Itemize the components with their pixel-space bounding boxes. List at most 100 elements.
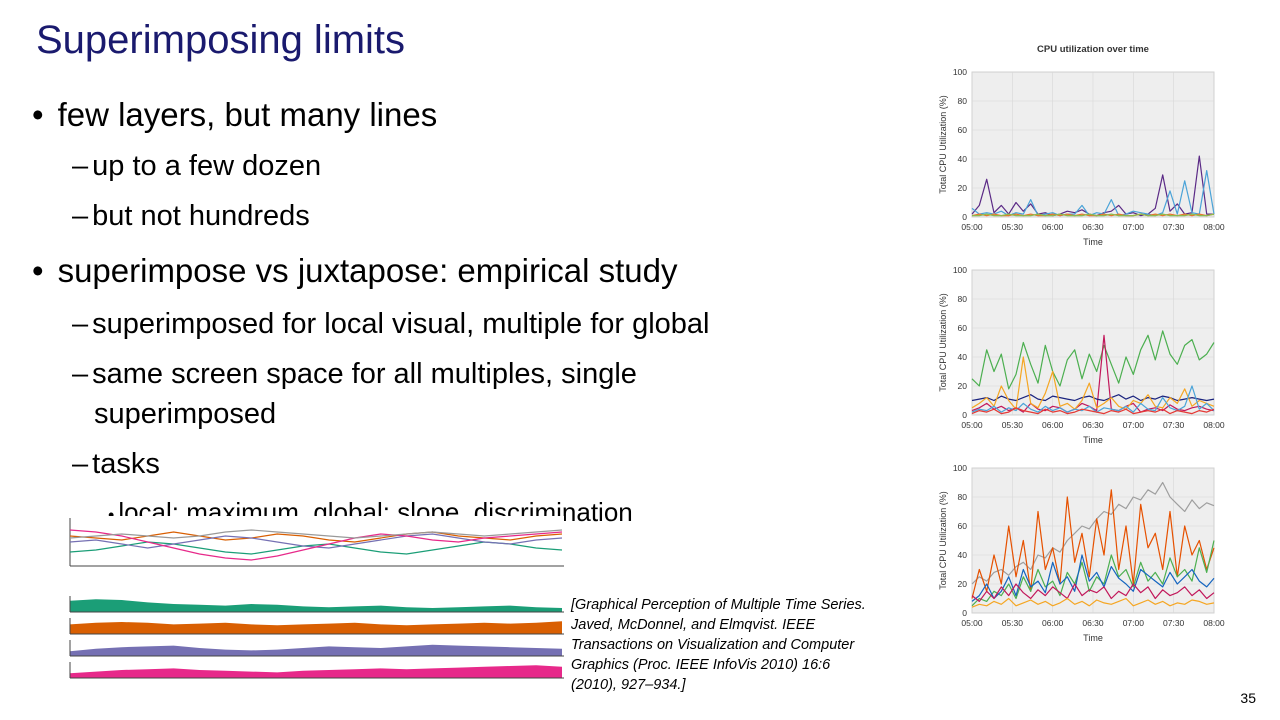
y-tick-label: 60 — [958, 323, 968, 333]
band-area — [70, 665, 562, 678]
sub-bullet-1-1: – up to a few dozen — [72, 150, 321, 183]
y-tick-label: 80 — [958, 294, 968, 304]
y-tick-label: 40 — [958, 550, 968, 560]
y-tick-label: 20 — [958, 579, 968, 589]
dash-glyph: – — [72, 358, 89, 390]
y-tick-label: 100 — [953, 67, 967, 77]
overlay-series-line — [69, 529, 563, 561]
x-tick-label: 06:30 — [1082, 222, 1104, 232]
page-number: 35 — [1240, 690, 1256, 706]
overlay-series-line — [69, 531, 563, 543]
y-axis-label: Total CPU Utilization (%) — [938, 293, 948, 392]
x-tick-label: 06:00 — [1042, 618, 1064, 628]
band-area — [70, 599, 562, 612]
superimposed-juxtaposed-figure — [68, 516, 564, 679]
sub-bullet-2-1-text: superimposed for local visual, multiple … — [92, 308, 710, 340]
dash-glyph: – — [72, 200, 89, 232]
juxtaposed-band-1 — [69, 596, 564, 613]
bullet-2-text: superimpose vs juxtapose: empirical stud… — [57, 252, 678, 289]
x-tick-label: 07:30 — [1163, 618, 1185, 628]
series-line — [971, 583, 1215, 603]
x-tick-label: 07:00 — [1123, 222, 1145, 232]
sub-bullet-2-2-continuation: superimposed — [94, 398, 277, 430]
y-tick-label: 60 — [958, 125, 968, 135]
series-line — [971, 330, 1215, 390]
series-line — [971, 597, 1215, 608]
juxtaposed-band-2 — [69, 618, 564, 635]
y-axis-label: Total CPU Utilization (%) — [938, 491, 948, 590]
series-line — [971, 540, 1215, 607]
band-area — [70, 621, 562, 634]
series-line — [971, 356, 1215, 410]
x-tick-label: 06:00 — [1042, 222, 1064, 232]
series-line — [971, 170, 1215, 217]
x-tick-label: 08:00 — [1203, 618, 1225, 628]
x-tick-label: 08:00 — [1203, 420, 1225, 430]
x-tick-label: 06:00 — [1042, 420, 1064, 430]
cpu-utilization-charts: CPU utilization over time 0 20 40 60 80 100 05:… — [938, 44, 1225, 643]
series-line — [971, 489, 1215, 599]
cpu-chart-3: 0 20 40 60 80 100 05:00 05:30 06:00 06:30 07:00 07:… — [938, 463, 1225, 643]
sub-bullet-1-2: – but not hundreds — [72, 200, 310, 233]
y-tick-label: 100 — [953, 265, 967, 275]
x-tick-label: 07:30 — [1163, 420, 1185, 430]
sub-bullet-2-2-text: same screen space for all multiples, sin… — [92, 358, 637, 390]
chart-title: CPU utilization over time — [1037, 44, 1149, 55]
bullet-glyph: • — [32, 252, 44, 289]
y-tick-label: 40 — [958, 352, 968, 362]
dash-glyph: – — [72, 150, 89, 182]
juxtaposed-band-3 — [69, 640, 564, 657]
bullet-glyph: • — [108, 505, 115, 525]
sub-bullet-2-3: – tasks — [72, 448, 160, 481]
slide-title: Superimposing limits — [36, 18, 406, 62]
x-axis-label: Time — [1083, 633, 1103, 643]
overlay-series-line — [69, 529, 563, 539]
y-tick-label: 60 — [958, 521, 968, 531]
bullet-2: • superimpose vs juxtapose: empirical stu… — [32, 252, 678, 290]
bullet-glyph: • — [32, 96, 44, 133]
x-tick-label: 05:30 — [1002, 222, 1024, 232]
series-line — [972, 213, 1215, 217]
x-tick-label: 05:00 — [961, 618, 983, 628]
cpu-chart-1: CPU utilization over time 0 20 40 60 80 100 05:… — [938, 44, 1225, 247]
x-tick-label: 07:00 — [1123, 420, 1145, 430]
series-line — [971, 407, 1215, 415]
x-tick-label: 05:00 — [961, 420, 983, 430]
series-line — [971, 394, 1215, 402]
series-line — [971, 481, 1215, 585]
y-tick-label: 0 — [962, 410, 967, 420]
series-line — [971, 554, 1215, 602]
y-axis-label: Total CPU Utilization (%) — [938, 95, 948, 194]
sub-bullet-2-1: – superimposed for local visual, multiple… — [72, 308, 710, 341]
x-tick-label: 06:30 — [1082, 618, 1104, 628]
x-tick-label: 05:00 — [961, 222, 983, 232]
y-tick-label: 0 — [962, 212, 967, 222]
sub-bullet-2-3-text: tasks — [92, 448, 160, 480]
y-tick-label: 40 — [958, 154, 968, 164]
x-tick-label: 05:30 — [1002, 618, 1024, 628]
band-area — [70, 644, 562, 656]
x-tick-label: 07:00 — [1123, 618, 1145, 628]
citation: [Graphical Perception of Multiple Time S… — [571, 597, 866, 693]
y-tick-label: 80 — [958, 492, 968, 502]
x-tick-label: 05:30 — [1002, 420, 1024, 430]
juxtaposed-band-4 — [69, 662, 564, 679]
y-tick-label: 80 — [958, 96, 968, 106]
sub-bullet-1-2-text: but not hundreds — [92, 200, 310, 232]
cpu-chart-2: 0 20 40 60 80 100 05:00 05:30 06:00 06:30 07:00 07:… — [938, 265, 1225, 445]
y-tick-label: 100 — [953, 463, 967, 473]
y-tick-label: 20 — [958, 381, 968, 391]
x-axis-label: Time — [1083, 435, 1103, 445]
sub-bullet-2-2: – same screen space for all multiples, si… — [72, 354, 792, 434]
bullet-1: • few layers, but many lines — [32, 96, 437, 134]
overlay-series-line — [69, 541, 563, 555]
y-tick-label: 20 — [958, 183, 968, 193]
dash-glyph: – — [72, 448, 89, 480]
x-tick-label: 07:30 — [1163, 222, 1185, 232]
series-line — [971, 385, 1215, 413]
y-tick-label: 0 — [962, 608, 967, 618]
dash-glyph: – — [72, 308, 89, 340]
x-tick-label: 06:30 — [1082, 420, 1104, 430]
bullet-1-text: few layers, but many lines — [57, 96, 438, 133]
sub-bullet-1-1-text: up to a few dozen — [92, 150, 322, 182]
